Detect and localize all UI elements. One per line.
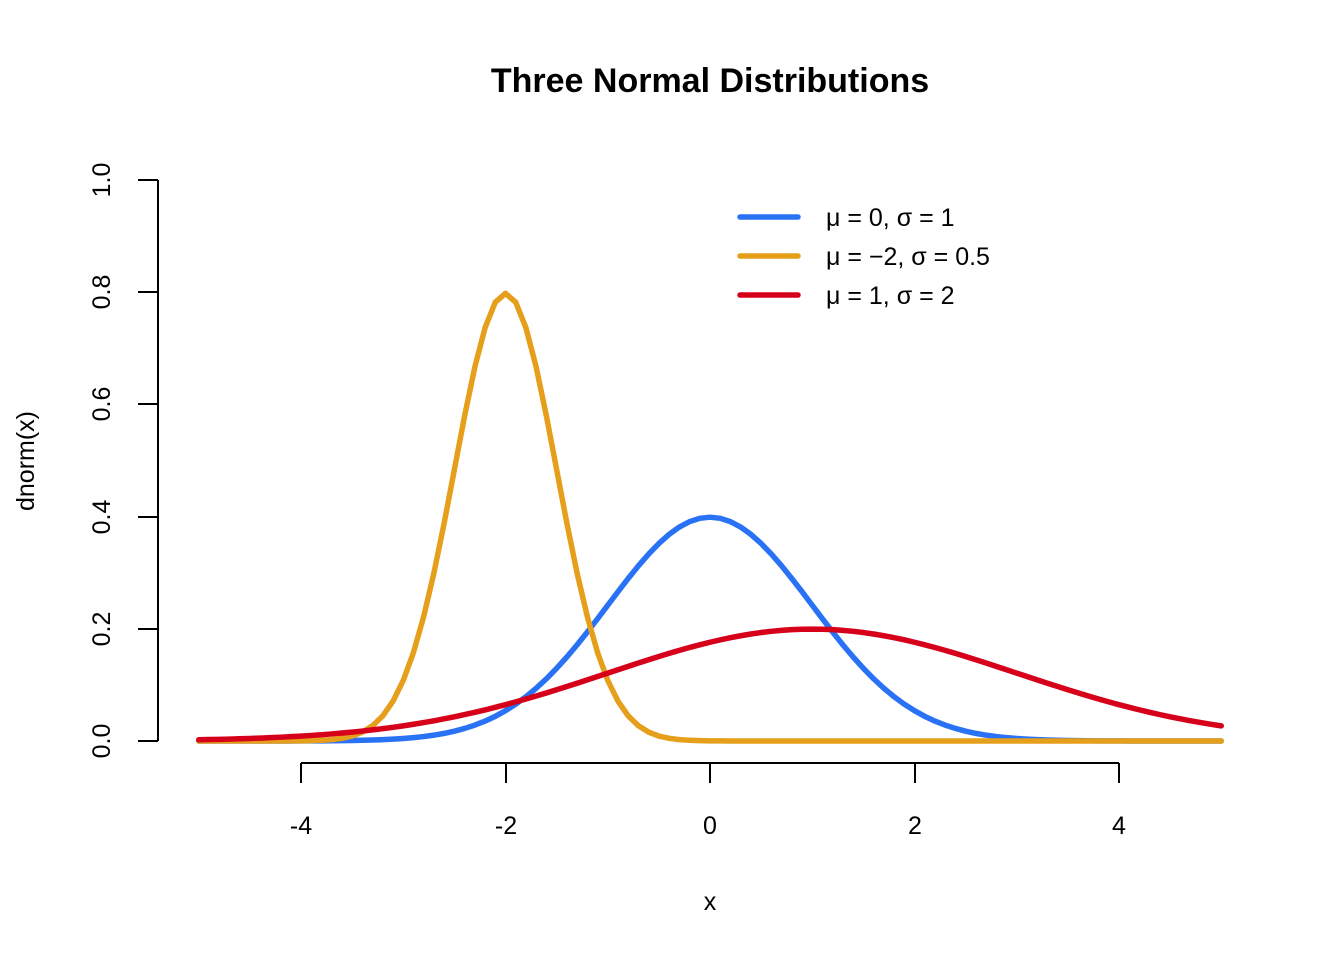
y-tick-label: 0.2 [88,612,116,647]
chart-title: Three Normal Distributions [491,62,929,100]
series-line-mu1-sigma2 [196,626,1224,743]
legend-item: μ = 0, σ = 1 [737,204,955,232]
x-axis [300,762,1120,783]
x-tick-label: 4 [1112,812,1126,840]
legend-item: μ = 1, σ = 2 [737,282,955,310]
legend-label: μ = 1, σ = 2 [826,282,955,310]
legend-label: μ = 0, σ = 1 [826,204,955,232]
x-tick-label: 0 [703,812,717,840]
series-line-mu0-sigma1 [196,514,1224,744]
legend: μ = 0, σ = 1 μ = −2, σ = 0.5 μ = 1, σ = … [737,204,990,310]
plot-area [196,290,1224,744]
x-tick-label: 2 [908,812,922,840]
y-axis-label: dnorm(x) [12,411,40,511]
x-tick-labels: -4 -2 0 2 4 [290,812,1126,840]
y-tick-label: 0.0 [88,724,116,759]
y-tick-label: 0.4 [88,500,116,535]
legend-item: μ = −2, σ = 0.5 [737,243,990,271]
y-tick-label: 0.6 [88,387,116,422]
x-tick-label: -2 [495,812,517,840]
y-tick-label: 1.0 [88,163,116,198]
legend-label: μ = −2, σ = 0.5 [826,243,990,271]
y-tick-label: 0.8 [88,275,116,310]
x-tick-label: -4 [290,812,312,840]
x-axis-label: x [704,888,717,916]
y-tick-labels: 0.0 0.2 0.4 0.6 0.8 1.0 [88,163,116,759]
y-axis [138,179,159,742]
